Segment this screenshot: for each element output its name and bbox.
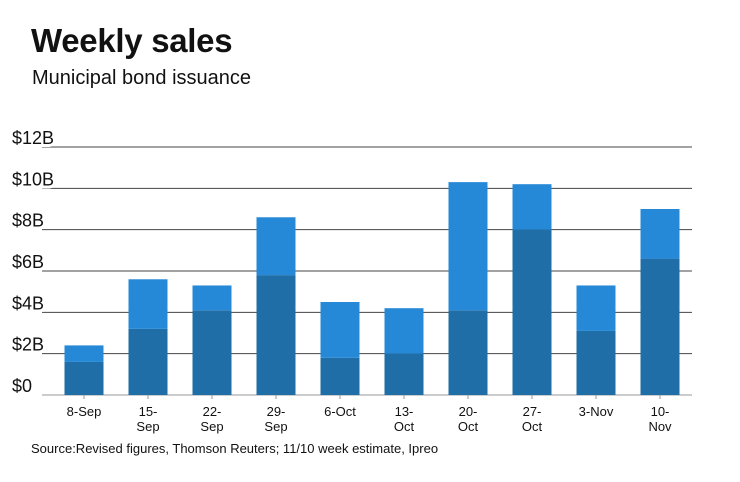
- bar-light-5: [384, 308, 424, 354]
- y-tick-label-0: $0: [12, 376, 32, 396]
- x-tick-label-7-1: Oct: [522, 419, 543, 434]
- x-tick-label-7-0: 27-: [523, 404, 542, 419]
- x-tick-label-1-0: 15-: [139, 404, 158, 419]
- bar-light-3: [256, 217, 296, 276]
- x-tick-label-4-0: 6-Oct: [324, 404, 356, 419]
- x-tick-label-1-1: Sep: [136, 419, 159, 434]
- x-tick-label-8-0: 3-Nov: [579, 404, 614, 419]
- x-tick-label-0-0: 8-Sep: [67, 404, 102, 419]
- bar-light-0: [64, 345, 104, 362]
- bar-light-6: [448, 182, 488, 311]
- bar-light-7: [512, 184, 552, 230]
- bar-light-1: [128, 279, 168, 329]
- x-tick-label-2-0: 22-: [203, 404, 222, 419]
- bar-dark-2: [192, 310, 232, 395]
- bar-dark-1: [128, 328, 168, 395]
- x-tick-label-9-1: Nov: [648, 419, 672, 434]
- bar-light-8: [576, 285, 616, 331]
- bar-dark-3: [256, 275, 296, 395]
- x-tick-label-2-1: Sep: [200, 419, 223, 434]
- bar-light-4: [320, 302, 360, 358]
- y-tick-label-6: $12B: [12, 128, 54, 148]
- bar-dark-9: [640, 258, 680, 395]
- y-tick-label-2: $4B: [12, 293, 44, 313]
- x-tick-label-3-1: Sep: [264, 419, 287, 434]
- x-tick-label-6-0: 20-: [459, 404, 478, 419]
- y-tick-label-3: $6B: [12, 252, 44, 272]
- y-tick-label-4: $8B: [12, 211, 44, 231]
- bar-dark-4: [320, 357, 360, 395]
- chart-subtitle: Municipal bond issuance: [32, 67, 252, 89]
- y-tick-label-5: $10B: [12, 169, 54, 189]
- bar-light-2: [192, 285, 232, 311]
- x-tick-label-6-1: Oct: [458, 419, 479, 434]
- x-tick-label-5-0: 13-: [395, 404, 414, 419]
- source-note: Source:Revised figures, Thomson Reuters;…: [31, 441, 439, 456]
- bar-dark-0: [64, 361, 104, 395]
- bar-dark-7: [512, 229, 552, 395]
- x-tick-label-3-0: 29-: [267, 404, 286, 419]
- bar-dark-6: [448, 310, 488, 395]
- bar-light-9: [640, 209, 680, 259]
- bar-dark-8: [576, 330, 616, 395]
- x-tick-label-9-0: 10-: [651, 404, 670, 419]
- y-tick-label-1: $2B: [12, 335, 44, 355]
- x-tick-label-5-1: Oct: [394, 419, 415, 434]
- chart-title: Weekly sales: [31, 22, 233, 59]
- bar-dark-5: [384, 353, 424, 395]
